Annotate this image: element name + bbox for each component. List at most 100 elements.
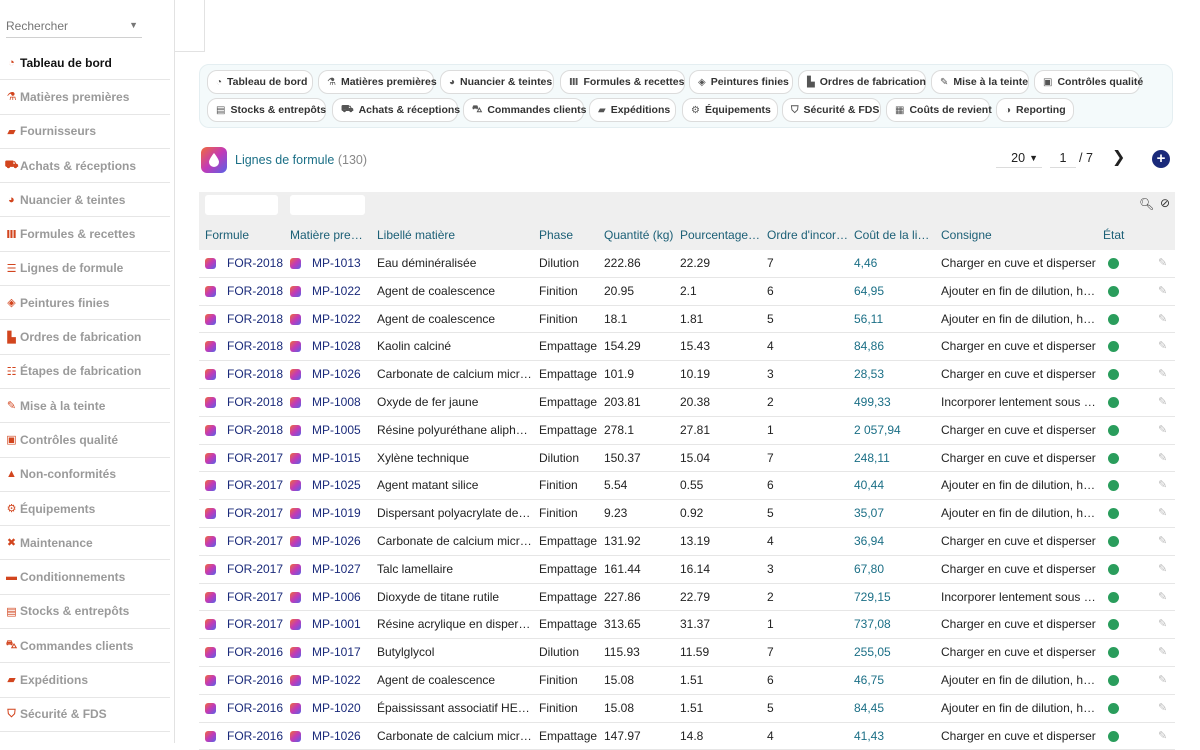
formule-link[interactable]: FOR-2018	[227, 394, 284, 409]
formule-link[interactable]: FOR-2018	[227, 339, 284, 354]
formule-link[interactable]: FOR-2017	[227, 478, 284, 493]
shortcut-chip-2[interactable]: ◕ Nuancier & teintes	[440, 70, 554, 94]
sidebar-item-5[interactable]: Ⅲ Formules & recettes	[0, 217, 170, 252]
edit-icon[interactable]: ✎	[1158, 562, 1168, 575]
edit-icon[interactable]: ✎	[1158, 701, 1168, 714]
column-header-2[interactable]: Libellé matière	[377, 228, 456, 242]
sidebar-item-3[interactable]: ⛟ Achats & réceptions	[0, 149, 170, 184]
matiere-link[interactable]: MP-1022	[312, 283, 361, 298]
matiere-link[interactable]: MP-1022	[312, 672, 361, 687]
table-row[interactable]: FOR-2017 MP-1026 Carbonate de calcium micr…	[199, 527, 1175, 556]
shortcut-chip-10[interactable]: ⛍ Commandes clients	[463, 98, 587, 122]
shortcut-chip-13[interactable]: ⛉ Sécurité & FDS	[782, 98, 881, 122]
formule-link[interactable]: FOR-2016	[227, 672, 284, 687]
matiere-link[interactable]: MP-1019	[312, 506, 361, 521]
column-header-4[interactable]: Quantité (kg)	[604, 228, 674, 242]
formule-link[interactable]: FOR-2017	[227, 533, 284, 548]
shortcut-chip-3[interactable]: Ⅲ Formules & recettes	[560, 70, 685, 94]
column-header-9[interactable]: État	[1103, 228, 1125, 242]
matiere-link[interactable]: MP-1022	[312, 311, 361, 326]
sidebar-item-16[interactable]: ▤ Stocks & entrepôts	[0, 595, 170, 630]
table-row[interactable]: FOR-2018 MP-1013 Eau déminéralisée Dilution…	[199, 250, 1175, 278]
matiere-link[interactable]: MP-1001	[312, 617, 361, 632]
table-row[interactable]: FOR-2017 MP-1019 Dispersant polyacrylate d…	[199, 500, 1175, 528]
formule-link[interactable]: FOR-2018	[227, 283, 284, 298]
formule-link[interactable]: FOR-2016	[227, 700, 284, 715]
matiere-link[interactable]: MP-1026	[312, 367, 361, 382]
matiere-link[interactable]: MP-1015	[312, 450, 361, 465]
sidebar-item-17[interactable]: ⛍ Commandes clients	[0, 629, 170, 664]
sidebar-item-8[interactable]: ▙ Ordres de fabrication	[0, 320, 170, 355]
edit-icon[interactable]: ✎	[1158, 479, 1168, 492]
sidebar-item-18[interactable]: ▰ Expéditions	[0, 663, 170, 698]
edit-icon[interactable]: ✎	[1158, 646, 1168, 659]
page-number-input[interactable]: 1	[1050, 148, 1076, 168]
formule-link[interactable]: FOR-2016	[227, 645, 284, 660]
search-icon[interactable]: 🔍︎	[1139, 197, 1155, 211]
table-row[interactable]: FOR-2017 MP-1025 Agent matant silice Finiti…	[199, 472, 1175, 501]
edit-icon[interactable]: ✎	[1158, 507, 1168, 520]
sidebar-item-7[interactable]: ◈ Peintures finies	[0, 286, 170, 321]
edit-icon[interactable]: ✎	[1158, 451, 1168, 464]
formule-link[interactable]: FOR-2017	[227, 506, 284, 521]
table-row[interactable]: FOR-2018 MP-1028 Kaolin calciné Empattage 15…	[199, 333, 1175, 362]
matiere-link[interactable]: MP-1026	[312, 728, 361, 743]
search-box[interactable]: ▼	[6, 14, 142, 38]
shortcut-chip-12[interactable]: ⚙ Équipements	[682, 98, 778, 122]
formule-link[interactable]: FOR-2018	[227, 256, 284, 270]
matiere-link[interactable]: MP-1008	[312, 394, 361, 409]
formule-link[interactable]: FOR-2018	[227, 422, 284, 437]
formule-link[interactable]: FOR-2016	[227, 728, 284, 743]
shortcut-chip-8[interactable]: ▤ Stocks & entrepôts	[207, 98, 326, 122]
shortcut-chip-5[interactable]: ▙ Ordres de fabrication	[798, 70, 926, 94]
shortcut-chip-14[interactable]: ▦ Coûts de revient	[886, 98, 992, 122]
formule-link[interactable]: FOR-2017	[227, 450, 284, 465]
column-header-0[interactable]: Formule	[205, 228, 250, 242]
formule-link[interactable]: FOR-2017	[227, 589, 284, 604]
chevron-down-icon[interactable]: ▼	[129, 20, 138, 30]
matiere-link[interactable]: MP-1026	[312, 533, 361, 548]
matiere-link[interactable]: MP-1017	[312, 645, 361, 660]
matiere-link[interactable]: MP-1025	[312, 478, 361, 493]
sidebar-item-4[interactable]: ◕ Nuancier & teintes	[0, 183, 170, 218]
column-header-3[interactable]: Phase	[539, 228, 574, 242]
clear-filter-icon[interactable]: ⊘	[1160, 196, 1171, 210]
shortcut-chip-11[interactable]: ▰ Expéditions	[589, 98, 676, 122]
matiere-link[interactable]: MP-1020	[312, 700, 361, 715]
formule-link[interactable]: FOR-2017	[227, 617, 284, 632]
matiere-link[interactable]: MP-1006	[312, 589, 361, 604]
sidebar-item-9[interactable]: ☷ Étapes de fabrication	[0, 355, 170, 389]
edit-icon[interactable]: ✎	[1158, 423, 1168, 436]
table-row[interactable]: FOR-2016 MP-1026 Carbonate de calcium micr…	[199, 723, 1175, 750]
matiere-link[interactable]: MP-1028	[312, 339, 361, 354]
table-row[interactable]: FOR-2016 MP-1020 Épaississant associatif H…	[199, 694, 1175, 723]
sidebar-item-2[interactable]: ▰ Fournisseurs	[0, 115, 170, 149]
edit-icon[interactable]: ✎	[1158, 618, 1168, 631]
matiere-link[interactable]: MP-1027	[312, 561, 361, 576]
column-header-7[interactable]: Coût de la li…	[854, 228, 930, 242]
sidebar-item-10[interactable]: ✎ Mise à la teinte	[0, 389, 170, 424]
formule-link[interactable]: FOR-2018	[227, 367, 284, 382]
edit-icon[interactable]: ✎	[1158, 284, 1168, 297]
table-row[interactable]: FOR-2018 MP-1026 Carbonate de calcium micr…	[199, 361, 1175, 389]
search-input[interactable]	[6, 14, 124, 38]
edit-icon[interactable]: ✎	[1158, 673, 1168, 686]
shortcut-chip-7[interactable]: ▣ Contrôles qualité	[1034, 70, 1143, 94]
formule-link[interactable]: FOR-2018	[227, 311, 284, 326]
sidebar-item-13[interactable]: ⚙ Équipements	[0, 492, 170, 527]
table-row[interactable]: FOR-2018 MP-1008 Oxyde de fer jaune Empatta…	[199, 389, 1175, 417]
sidebar-item-0[interactable]: ◔ Tableau de bord	[0, 46, 170, 81]
sidebar-item-1[interactable]: ⚗ Matières premières	[0, 80, 170, 115]
table-row[interactable]: FOR-2017 MP-1001 Résine acrylique en dispe…	[199, 611, 1175, 640]
edit-icon[interactable]: ✎	[1158, 395, 1168, 408]
table-row[interactable]: FOR-2017 MP-1027 Talc lamellaire Empattage 1…	[199, 556, 1175, 584]
filter-matiere-input[interactable]	[290, 195, 365, 215]
shortcut-chip-0[interactable]: ◔ Tableau de bord	[207, 70, 313, 94]
shortcut-chip-4[interactable]: ◈ Peintures finies	[689, 70, 793, 94]
shortcut-chip-15[interactable]: ◑ Reporting	[996, 98, 1074, 122]
sidebar-item-12[interactable]: ▲ Non-conformités	[0, 458, 170, 492]
edit-icon[interactable]: ✎	[1158, 340, 1168, 353]
table-row[interactable]: FOR-2016 MP-1022 Agent de coalescence Finit…	[199, 667, 1175, 695]
formule-link[interactable]: FOR-2017	[227, 561, 284, 576]
table-row[interactable]: FOR-2016 MP-1017 Butylglycol Dilution 115.93…	[199, 639, 1175, 667]
